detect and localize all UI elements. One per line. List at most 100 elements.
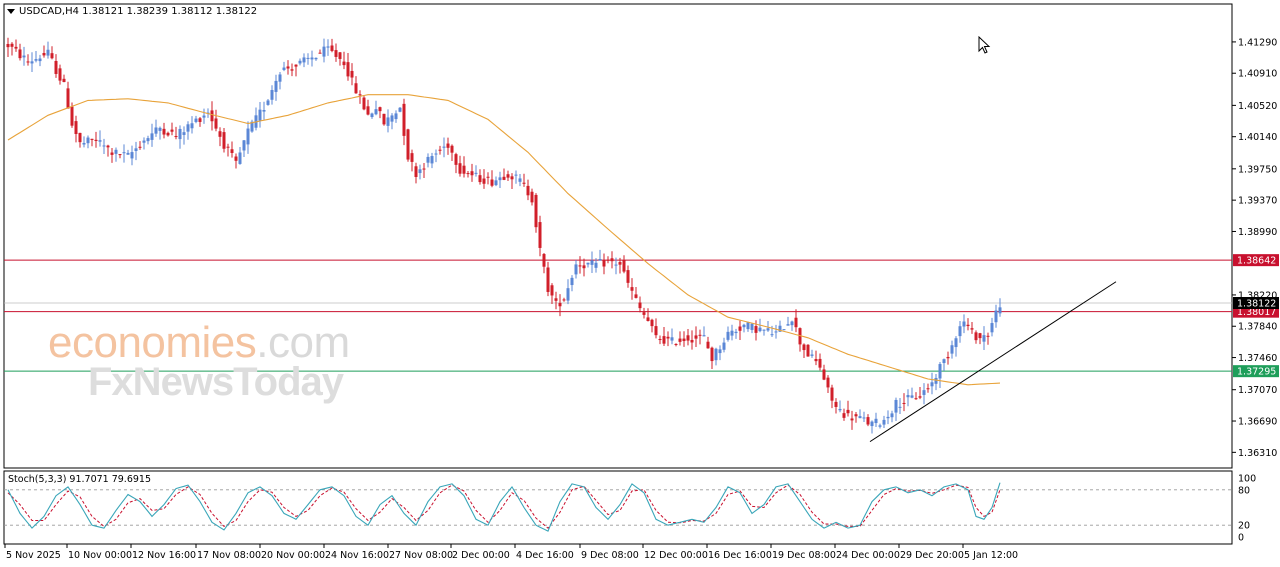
candle-bull [994,310,998,323]
candle-bull [934,377,938,384]
candle-bull [142,140,146,143]
candle-bear [626,270,630,283]
candle-bear [358,94,362,96]
price-tick-label: 1.39750 [1238,164,1277,175]
candle-bull [262,109,266,112]
candle-bear [754,326,758,333]
candle-bear [610,258,614,262]
candle-bear [966,324,970,327]
candle-bear [106,145,110,148]
x-tick-label: 4 Dec 16:00 [516,550,574,561]
candle-bull [38,58,42,62]
candle-bull [126,152,130,155]
candle-bear [646,317,650,322]
candle-bear [638,302,642,309]
candle-bull [182,132,186,135]
x-tick-label: 19 Dec 08:00 [772,550,836,561]
level-tag-label: 1.38017 [1237,307,1276,318]
candle-bear [138,146,142,148]
candle-bear [482,178,486,184]
candle-bear [170,129,174,132]
candle-bull [566,288,570,301]
candle-bear [978,333,982,339]
candle-bull [790,321,794,326]
candle-bull [702,335,706,337]
x-tick-label: 24 Nov 16:00 [325,550,389,561]
watermark-fxnewstoday: FxNewsToday [88,360,344,404]
candle-bear [662,336,666,344]
candle-bear [42,53,46,56]
candle-bear [914,398,918,400]
candle-bull [514,174,518,176]
candle-bear [226,146,230,148]
x-tick-label: 20 Nov 00:00 [261,550,325,561]
candle-bull [998,307,1002,314]
x-tick-label: 5 Jan 12:00 [964,550,1018,561]
mouse-cursor-icon [978,36,991,54]
x-tick-label: 17 Nov 08:00 [197,550,261,561]
candle-bear [222,132,226,149]
candle-bear [198,118,202,122]
candle-bear [834,401,838,407]
candle-bear [946,356,950,359]
dropdown-icon[interactable] [7,8,15,14]
candle-bull [266,100,270,105]
candle-bear [534,194,538,228]
candle-bull [86,137,90,144]
candle-bull [134,148,138,151]
candle-bull [194,118,198,122]
stoch-tick-label: 100 [1238,474,1256,485]
level-tag-label: 1.38642 [1237,256,1276,267]
candle-bear [406,129,410,160]
candle-bull [498,177,502,181]
candle-bull [730,330,734,336]
candle-bull [598,259,602,261]
candle-bull [370,113,374,118]
candle-bear [318,52,322,54]
x-tick-label: 29 Dec 20:00 [900,550,964,561]
chart-header: USDCAD,H4 1.38121 1.38239 1.38112 1.3812… [7,6,257,17]
candle-bull [858,416,862,419]
watermark-brand: economies [48,318,257,367]
candle-bear [630,287,634,291]
candle-bear [502,176,506,180]
candle-bull [430,156,434,164]
candle-bear [970,328,974,330]
candle-bull [398,107,402,112]
candle-bear [554,298,558,301]
stoch-main-line [7,482,1001,532]
candle-bear [446,143,450,148]
x-tick-label: 2 Dec 00:00 [452,550,510,561]
price-tick-label: 1.38990 [1238,227,1277,238]
candle-bull [954,338,958,348]
candle-bull [150,133,154,140]
candle-bull [22,55,26,58]
candle-bear [342,61,346,66]
candle-bear [802,344,806,351]
x-tick-label: 12 Dec 00:00 [644,550,708,561]
level-tag-resistance [1233,254,1279,267]
x-tick-label: 5 Nov 2025 [6,550,61,561]
candle-bull [394,113,398,120]
candle-bull [722,342,726,350]
candle-bull [242,140,246,151]
candle-bull [962,321,966,327]
candle-bull [154,127,158,134]
candle-bear [582,265,586,269]
candle-bear [62,78,66,83]
symbol-quote-line: USDCAD,H4 1.38121 1.38239 1.38112 1.3812… [19,6,258,17]
price-tick-label: 1.37840 [1238,322,1277,333]
candle-bear [830,387,834,401]
candle-bull [302,57,306,63]
candle-bear [334,50,338,57]
level-tag-label: 1.37295 [1237,367,1276,378]
trendline [869,281,1117,443]
candle-bear [602,259,606,267]
candle-bear [234,156,238,161]
candle-bear [694,335,698,339]
candle-bull [270,90,274,100]
candle-bull [894,399,898,413]
candle-bear [698,334,702,336]
candle-bear [354,83,358,94]
